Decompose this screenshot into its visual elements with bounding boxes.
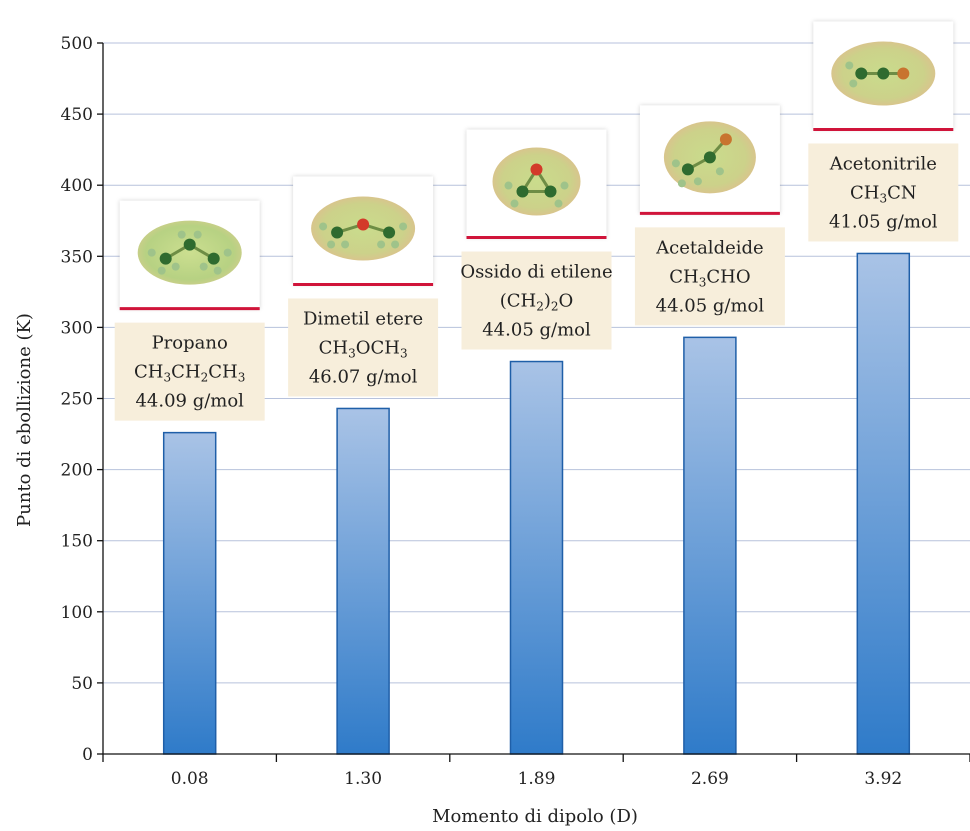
compound-formula: (CH2)2O	[500, 291, 574, 314]
x-tick-label: 0.08	[171, 769, 209, 789]
bar-3.92	[856, 252, 911, 755]
dimethyl-ether-molecule-icon	[293, 176, 434, 286]
label-background	[114, 322, 265, 421]
axes: 0 50 100 150 200 250 300 350 400 450 500 0.08 1.30 1.…	[61, 34, 970, 789]
bar-1.30	[336, 407, 390, 755]
bar-2.69	[683, 336, 737, 755]
y-axis-title: Punto di ebollizione (K)	[14, 313, 35, 527]
x-tick-label: 2.69	[691, 769, 729, 789]
compound-label-3: Acetaldeide CH3CHO 44.05 g/mol	[634, 227, 785, 326]
compound-name: Dimetil etere	[303, 308, 423, 329]
acetonitrile-molecule-icon	[813, 21, 954, 131]
compound-mass: 41.05 g/mol	[829, 211, 938, 232]
compound-label-2: Ossido di etilene (CH2)2O 44.05 g/mol	[460, 251, 613, 350]
compound-label-4: Acetonitrile CH3CN 41.05 g/mol	[808, 143, 959, 242]
x-tick-label: 1.89	[518, 769, 556, 789]
label-background	[808, 143, 959, 242]
compound-mass: 44.05 g/mol	[656, 295, 765, 316]
compound-label-1: Dimetil etere CH3OCH3 46.07 g/mol	[288, 298, 439, 397]
compound-name: Propano	[152, 333, 228, 354]
y-tick-label: 250	[61, 390, 93, 410]
compound-label-0: Propano CH3CH2CH3 44.09 g/mol	[114, 322, 265, 421]
label-background	[634, 227, 785, 326]
propane-molecule-icon	[119, 200, 260, 311]
bar-0.08	[162, 431, 217, 755]
molecule-cards	[119, 21, 954, 311]
label-background	[461, 251, 612, 350]
y-tick-label: 400	[61, 176, 93, 196]
compound-formula: CH3CN	[850, 182, 917, 205]
y-tick-label: 150	[61, 532, 93, 552]
compound-labels: Propano CH3CH2CH3 44.09 g/mol Dimetil etere…	[114, 143, 959, 421]
y-tick-label: 350	[61, 247, 93, 267]
compound-mass: 44.09 g/mol	[135, 391, 244, 412]
compound-formula: CH3CH2CH3	[134, 362, 245, 385]
y-tick-label: 200	[61, 461, 93, 481]
compound-mass: 46.07 g/mol	[309, 366, 418, 387]
compound-name: Ossido di etilene	[460, 262, 612, 283]
y-tick-label: 100	[61, 603, 93, 623]
y-tick-label: 450	[61, 105, 93, 125]
compound-mass: 44.05 g/mol	[482, 320, 591, 341]
y-tick-label: 50	[71, 674, 93, 694]
compound-name: Acetaldeide	[655, 237, 764, 258]
label-background	[288, 298, 439, 397]
compound-formula: CH3OCH3	[319, 337, 408, 360]
x-axis-title: Momento di dipolo (D)	[432, 806, 638, 827]
compound-formula: CH3CHO	[669, 266, 750, 289]
bar-1.89	[509, 360, 564, 755]
x-tick-label: 1.30	[344, 769, 382, 789]
ethylene-oxide-molecule-icon	[466, 129, 607, 240]
y-tick-label: 500	[61, 34, 93, 54]
compound-name: Acetonitrile	[829, 153, 937, 174]
x-tick-label: 3.92	[864, 769, 902, 789]
y-tick-label: 0	[82, 745, 93, 765]
acetaldehyde-molecule-icon	[639, 105, 780, 215]
y-tick-label: 300	[61, 318, 93, 338]
